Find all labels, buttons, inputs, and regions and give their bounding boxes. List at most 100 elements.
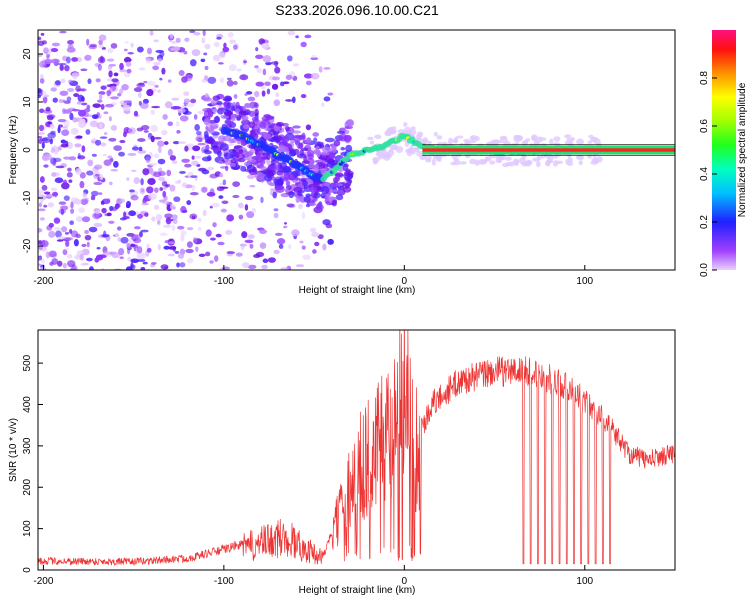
heatmap-noise-cell: [327, 238, 334, 245]
heatmap-noise-cell: [57, 118, 67, 123]
heatmap-cloud-cell: [203, 118, 211, 126]
heatmap-noise-cell: [258, 38, 266, 45]
heatmap-noise-cell: [157, 158, 166, 165]
heatmap-noise-cell: [197, 142, 206, 146]
heatmap-noise-cell: [166, 183, 171, 187]
heatmap-noise-cell: [81, 243, 87, 248]
heatmap-halo-cell: [525, 160, 533, 165]
heatmap-noise-cell: [146, 186, 154, 194]
heatmap-noise-cell: [91, 153, 97, 157]
heatmap-noise-cell: [192, 145, 201, 152]
heatmap-noise-cell: [150, 124, 159, 133]
heatmap-noise-cell: [56, 239, 64, 242]
heatmap-noise-cell: [69, 220, 74, 225]
heatmap-noise-cell: [50, 48, 59, 53]
heatmap-noise-cell: [323, 67, 331, 70]
heatmap-noise-cell: [175, 37, 181, 43]
heatmap-noise-cell: [45, 251, 50, 259]
heatmap-noise-cell: [204, 65, 209, 71]
heatmap-halo-cell: [453, 160, 461, 166]
heatmap-noise-cell: [185, 103, 195, 108]
heatmap-noise-cell: [59, 64, 64, 72]
heatmap-noise-cell: [102, 251, 110, 256]
heatmap-noise-cell: [45, 106, 51, 112]
heatmap-noise-cell: [156, 140, 165, 147]
heatmap-noise-cell: [161, 181, 168, 187]
heatmap-noise-cell: [254, 65, 259, 69]
heatmap-noise-cell: [57, 126, 61, 134]
heatmap-noise-cell: [314, 241, 320, 247]
heatmap-noise-cell: [57, 236, 67, 239]
heatmap-noise-cell: [153, 39, 159, 43]
heatmap-halo-cell: [480, 159, 488, 165]
heatmap-noise-cell: [75, 233, 81, 239]
heatmap-halo-cell: [567, 157, 573, 163]
heatmap-noise-cell: [99, 175, 104, 181]
heatmap-noise-cell: [137, 138, 146, 142]
heatmap-cloud-cell: [218, 160, 223, 165]
heatmap-cloud-cell: [240, 165, 247, 172]
heatmap-noise-cell: [136, 46, 144, 53]
heatmap-noise-cell: [153, 61, 161, 66]
heatmap-noise-cell: [151, 105, 161, 109]
heatmap-noise-cell: [191, 49, 201, 57]
heatmap-noise-cell: [154, 84, 159, 88]
heatmap-noise-cell: [67, 40, 75, 45]
heatmap-noise-cell: [232, 44, 238, 50]
heatmap-noise-cell: [38, 138, 43, 144]
heatmap-noise-cell: [266, 88, 271, 95]
heatmap-noise-cell: [244, 204, 249, 211]
heatmap-noise-cell: [70, 127, 79, 135]
heatmap-noise-cell: [38, 90, 43, 97]
heatmap-noise-cell: [50, 147, 56, 154]
heatmap-noise-cell: [132, 234, 137, 239]
heatmap-noise-cell: [226, 251, 236, 254]
heatmap-noise-cell: [64, 64, 70, 72]
heatmap-noise-cell: [68, 156, 77, 161]
heatmap-noise-cell: [133, 87, 143, 93]
heatmap-noise-cell: [138, 146, 143, 152]
heatmap-noise-cell: [309, 227, 317, 233]
heatmap-cloud-cell: [241, 115, 249, 121]
heatmap-noise-cell: [140, 229, 149, 233]
heatmap-noise-cell: [154, 136, 162, 140]
snr-xtick-label: -200: [33, 576, 53, 587]
heatmap-noise-cell: [202, 209, 207, 217]
heatmap-noise-cell: [128, 189, 135, 193]
heatmap-noise-cell: [133, 110, 139, 117]
heatmap-noise-cell: [310, 57, 319, 61]
heatmap-cloud-cell: [247, 158, 257, 163]
heatmap-noise-cell: [198, 253, 206, 258]
heatmap-noise-cell: [113, 72, 119, 77]
heatmap-noise-cell: [61, 182, 70, 190]
heatmap-noise-cell: [55, 165, 65, 169]
heatmap-cloud-cell: [297, 192, 303, 197]
heatmap-cloud-cell: [223, 152, 234, 160]
heatmap-cloud-cell: [204, 134, 210, 142]
heatmap-noise-cell: [40, 198, 44, 203]
heatmap-noise-cell: [123, 100, 133, 104]
heatmap-cloud-cell: [327, 196, 337, 200]
heatmap-halo-cell: [587, 154, 593, 159]
heatmap-noise-cell: [262, 68, 267, 76]
heatmap-noise-cell: [172, 46, 181, 52]
heatmap-cloud-cell: [285, 180, 291, 187]
heatmap-noise-cell: [79, 253, 84, 261]
heatmap-cloud-cell: [248, 168, 258, 176]
heatmap-noise-cell: [52, 97, 58, 103]
heatmap-noise-cell: [77, 94, 84, 102]
heatmap-halo-cell: [552, 154, 559, 159]
heatmap-noise-cell: [67, 167, 72, 172]
heatmap-noise-cell: [172, 218, 178, 224]
heatmap-noise-cell: [38, 208, 46, 212]
heatmap-cloud-cell: [274, 180, 284, 186]
heatmap-noise-cell: [287, 55, 293, 62]
heatmap-cloud-cell: [324, 137, 335, 143]
snr-xtick-label: -100: [214, 576, 234, 587]
spectrogram-ytick-label: -20: [22, 238, 33, 253]
heatmap-noise-cell: [181, 158, 190, 163]
heatmap-cloud-cell: [302, 179, 308, 187]
snr-ytick-label: 100: [22, 520, 33, 537]
heatmap-noise-cell: [100, 85, 107, 90]
heatmap-noise-cell: [98, 91, 106, 95]
